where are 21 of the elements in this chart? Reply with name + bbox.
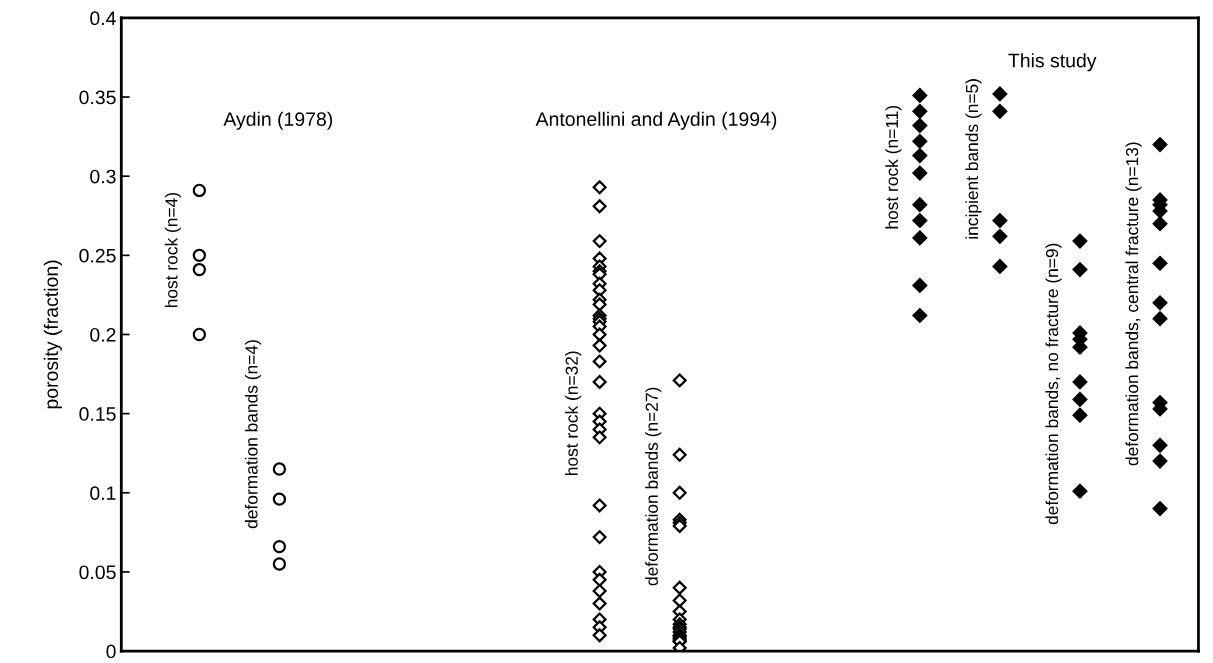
annotation: This study	[1008, 53, 1097, 72]
y-tick-label: 0.4	[90, 11, 116, 26]
x-tick-label: deformation bands (n=4)	[244, 340, 262, 529]
x-tick-label: deformation bands (n=27)	[645, 387, 662, 586]
x-tick-label: host rock (n=32)	[565, 351, 582, 476]
x-tick-label: deformation bands, no fracture (n=9)	[1045, 243, 1062, 525]
y-tick-label: 0.1	[90, 486, 116, 501]
y-tick-label: 0.05	[79, 565, 116, 580]
x-tick-label: deformation bands, central fracture (n=13)	[1125, 142, 1142, 466]
x-tick-label: incipient bands (n=5)	[965, 79, 982, 239]
y-tick-label: 0.2	[90, 327, 116, 342]
annotation: Antonellini and Aydin (1994)	[535, 111, 777, 130]
y-tick-label: 0.15	[79, 407, 116, 421]
y-tick-label: 0.3	[90, 169, 116, 184]
annotation: Aydin (1978)	[223, 111, 333, 130]
y-tick-label: 0.25	[79, 248, 116, 263]
y-tick-label: 0.35	[79, 90, 116, 105]
y-axis-title: porosity (fraction)	[43, 260, 62, 409]
x-tick-label: host rock (n=4)	[164, 193, 182, 308]
x-tick-label: host rock (n=11)	[885, 106, 902, 229]
y-tick-label: 0	[106, 644, 116, 659]
